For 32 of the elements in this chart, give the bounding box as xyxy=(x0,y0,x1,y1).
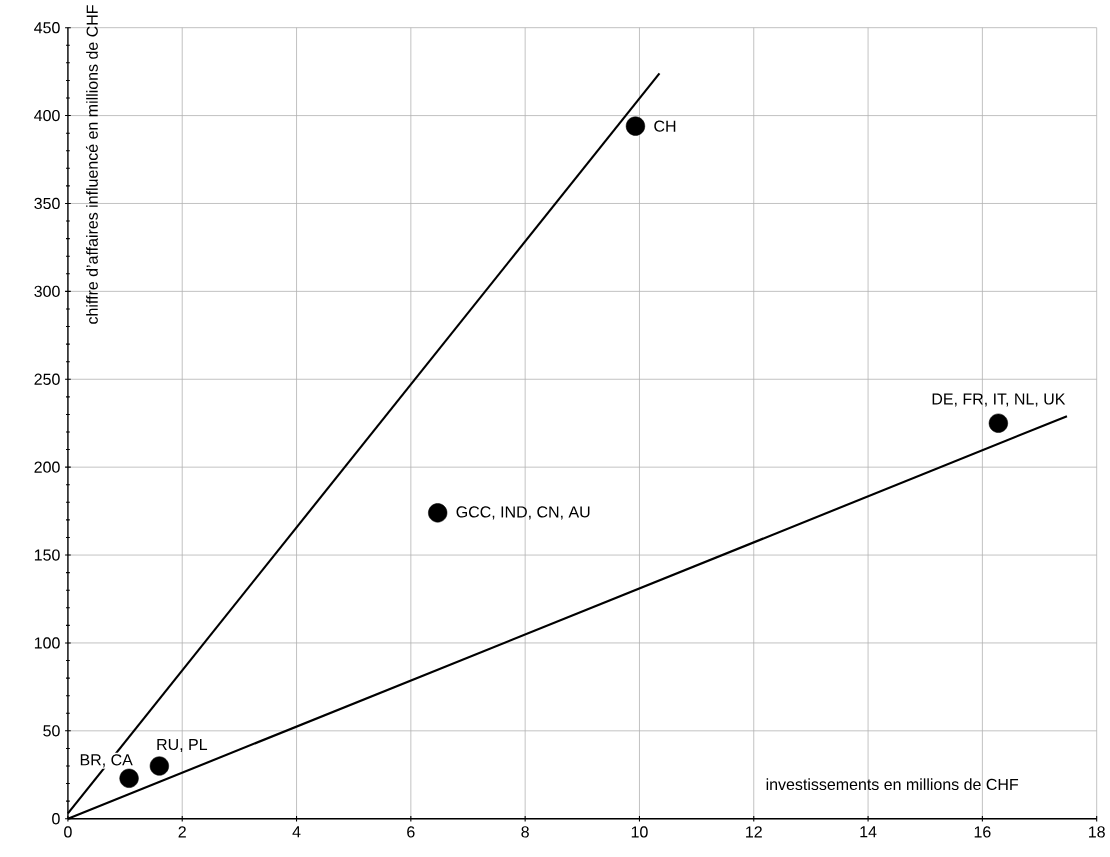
annotation: GCC, IND, CN, AU xyxy=(456,506,590,520)
x-tick-label: 16 xyxy=(974,826,991,838)
x-tick-label: 10 xyxy=(631,826,648,838)
x-tick-label: 6 xyxy=(407,826,415,838)
point xyxy=(149,756,169,776)
y-tick-label: 450 xyxy=(34,22,60,34)
point xyxy=(625,116,646,136)
y-tick-label: 150 xyxy=(34,549,60,561)
y-tick-label: 400 xyxy=(34,110,60,122)
x-tick-label: 2 xyxy=(178,826,186,838)
y-axis-title: chiffre d’affaires influencé en millions de CHF xyxy=(85,5,98,324)
x-tick-label: 8 xyxy=(521,826,529,838)
y-tick-label: 300 xyxy=(34,285,60,298)
x-tick-label: 0 xyxy=(64,826,72,838)
x-tick-label: 4 xyxy=(292,826,301,838)
annotation: CH xyxy=(654,120,676,132)
y-tick-label: 350 xyxy=(34,197,60,210)
y-tick-label: 0 xyxy=(52,813,60,825)
point xyxy=(119,768,139,789)
y-tick-label: 250 xyxy=(34,373,60,386)
point xyxy=(988,413,1008,433)
x-tick-label: 12 xyxy=(746,826,762,838)
x-axis-title: investissements en millions de CHF xyxy=(766,778,1019,791)
annotation: RU, PL xyxy=(157,739,208,753)
x-tick-label: 14 xyxy=(860,826,877,838)
y-tick-label: 50 xyxy=(43,725,60,737)
x-tick-label: 18 xyxy=(1089,826,1105,838)
y-tick-label: 100 xyxy=(34,637,60,649)
point xyxy=(428,503,448,523)
annotation: DE, FR, IT, NL, UK xyxy=(932,393,1066,407)
annotation: BR, CA xyxy=(80,754,133,768)
y-tick-label: 200 xyxy=(34,461,60,473)
